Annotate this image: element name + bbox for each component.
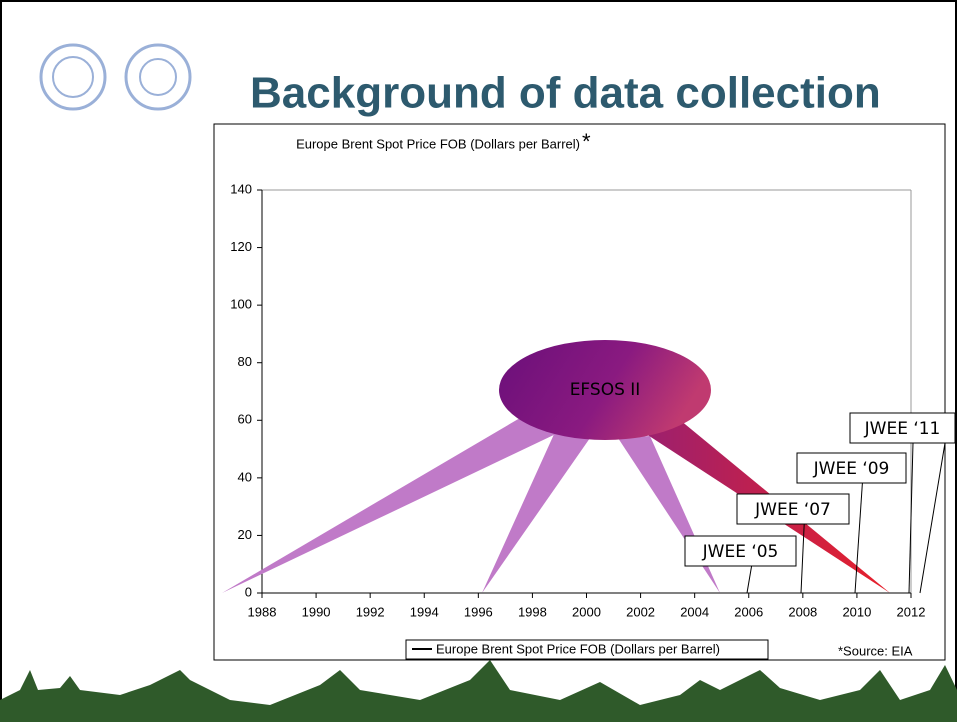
- x-tick-label: 1996: [464, 604, 493, 619]
- x-tick-label: 2012: [897, 604, 926, 619]
- legend-label: Europe Brent Spot Price FOB (Dollars per…: [436, 641, 720, 656]
- annotation: JWEE ‘05: [702, 542, 779, 562]
- page: {"title": "Background of data collection…: [0, 0, 957, 722]
- y-tick-label: 80: [238, 354, 252, 369]
- x-tick-label: 1994: [410, 604, 439, 619]
- y-tick-label: 20: [238, 527, 252, 542]
- y-tick-label: 40: [238, 469, 252, 484]
- annotation: JWEE ‘09: [813, 459, 890, 479]
- chart-title-mark: *: [582, 129, 591, 154]
- y-tick-label: 120: [230, 239, 252, 254]
- x-tick-label: 1988: [248, 604, 277, 619]
- y-tick-label: 140: [230, 181, 252, 196]
- x-tick-label: 2010: [842, 604, 871, 619]
- chart-title: Europe Brent Spot Price FOB (Dollars per…: [296, 136, 580, 151]
- x-tick-label: 1990: [302, 604, 331, 619]
- slide-title: Background of data collection: [250, 69, 881, 118]
- x-tick-label: 1998: [518, 604, 547, 619]
- x-tick-label: 2006: [734, 604, 763, 619]
- annotation: JWEE ‘11: [864, 419, 941, 439]
- x-tick-label: 2008: [788, 604, 817, 619]
- x-tick-label: 2004: [680, 604, 709, 619]
- slide: Background of data collection Europe Bre…: [0, 0, 957, 722]
- x-tick-label: 2002: [626, 604, 655, 619]
- source-note: *Source: EIA: [838, 643, 913, 658]
- annotation: EFSOS II: [570, 380, 641, 400]
- y-tick-label: 100: [230, 297, 252, 312]
- x-tick-label: 2000: [572, 604, 601, 619]
- y-tick-label: 0: [245, 584, 252, 599]
- annotation: JWEE ‘07: [754, 500, 831, 520]
- x-tick-label: 1992: [356, 604, 385, 619]
- y-tick-label: 60: [238, 412, 252, 427]
